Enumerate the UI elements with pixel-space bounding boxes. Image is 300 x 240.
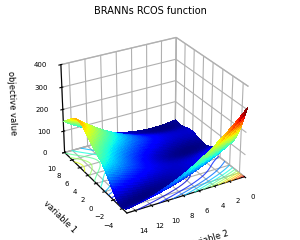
- Y-axis label: variable 1: variable 1: [41, 199, 78, 235]
- X-axis label: variable 2: variable 2: [187, 229, 230, 240]
- Title: BRANNs RCOS function: BRANNs RCOS function: [94, 6, 206, 16]
